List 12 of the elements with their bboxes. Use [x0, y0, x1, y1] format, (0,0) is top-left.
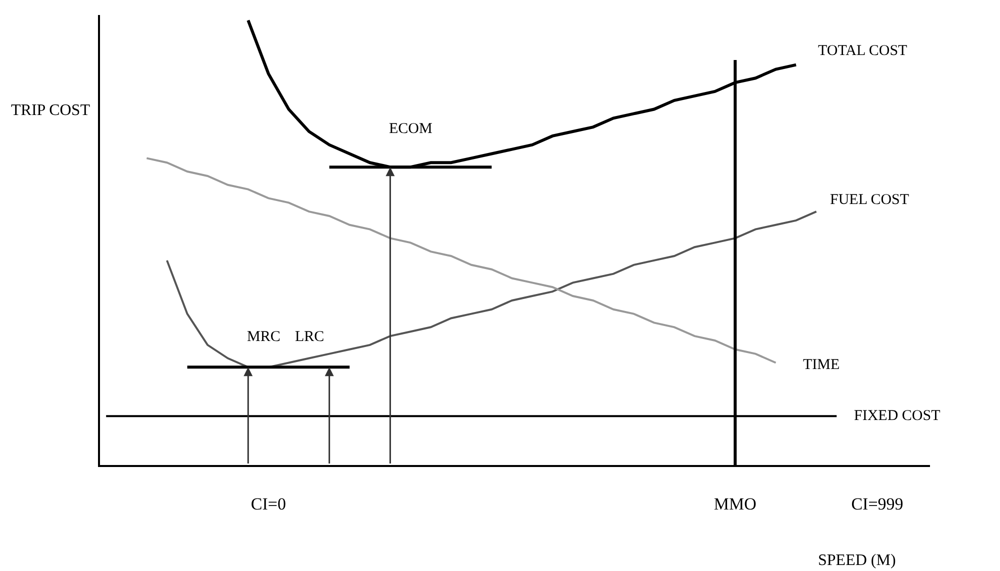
x-tick-label: CI=999 [851, 494, 904, 514]
x-axis-title: SPEED (M) [818, 552, 896, 569]
series-label: FUEL COST [830, 192, 910, 208]
x-tick-label: CI=0 [250, 494, 286, 514]
series-label: FIXED COST [854, 408, 940, 424]
annotation: LRC [295, 329, 324, 345]
series-label: TOTAL COST [818, 43, 908, 59]
annotation: ECOM [389, 121, 432, 137]
x-tick-label: MMO [714, 494, 756, 514]
series-label: TIME [803, 357, 840, 373]
annotation: MRC [247, 329, 280, 345]
y-axis-title: TRIP COST [11, 102, 90, 119]
